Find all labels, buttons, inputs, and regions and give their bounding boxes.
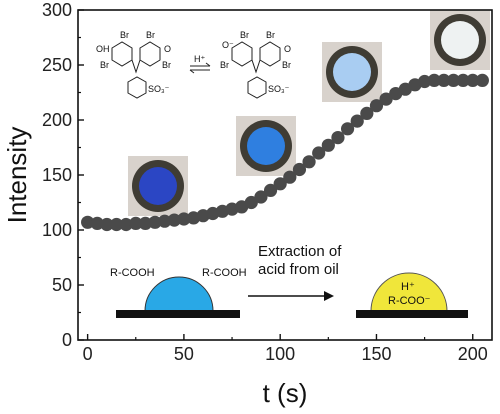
bromine-label-7: Br: [266, 30, 275, 40]
bromine-label-1: Br: [120, 30, 129, 40]
substrate-before: [116, 310, 240, 318]
bromine-label-5: Br: [240, 30, 249, 40]
acid-label-right: R-COOH: [202, 267, 247, 279]
x-tick-label: 200: [458, 344, 488, 364]
carbonyl-label: O: [164, 44, 171, 54]
x-axis-ticks: 0 50 100 150 200: [83, 334, 488, 364]
y-tick-label: 200: [42, 110, 72, 130]
carbonyl-label-2: O: [284, 44, 291, 54]
equilibrium-arrows: [190, 63, 210, 73]
inset-droplet-2: [236, 116, 296, 176]
arrow-text-line2: acid from oil: [258, 261, 339, 278]
sulfonate-label-2: SO₃⁻: [268, 84, 290, 94]
y-tick-label: 50: [52, 275, 72, 295]
bromine-label-6: Br: [220, 60, 229, 70]
inset-droplet-4: [430, 10, 490, 70]
droplet-core: [139, 167, 177, 205]
bromine-label-8: Br: [282, 60, 291, 70]
after-label-line1: H⁺: [401, 281, 415, 293]
data-point: [476, 74, 489, 87]
x-tick-label: 100: [265, 344, 295, 364]
oxide-label: O⁻: [222, 40, 234, 50]
sulfonate-label-1: SO₃⁻: [148, 84, 170, 94]
x-tick-label: 50: [174, 344, 194, 364]
y-tick-label: 0: [62, 330, 72, 350]
droplet-core: [247, 127, 285, 165]
x-tick-label: 150: [361, 344, 391, 364]
inset-droplet-3: [322, 42, 382, 102]
chemical-equilibrium-diagram: OH Br Br Br Br O SO₃⁻ H⁺ O⁻ Br Br Br Br …: [96, 30, 291, 98]
blue-droplet: [145, 277, 213, 311]
inset-droplet-1: [128, 156, 188, 216]
y-tick-label: 300: [42, 0, 72, 20]
y-tick-label: 150: [42, 165, 72, 185]
equilibrium-proton-label: H⁺: [194, 54, 205, 64]
y-tick-label: 250: [42, 55, 72, 75]
bromine-label-4: Br: [162, 60, 171, 70]
extraction-arrowhead: [324, 291, 334, 301]
x-tick-label: 0: [83, 344, 93, 364]
droplet-core: [333, 53, 371, 91]
y-axis-title: Intensity: [2, 127, 32, 224]
x-axis-title: t (s): [263, 378, 308, 408]
droplet-core: [441, 21, 479, 59]
extraction-schematic: R-COOH R-COOH Extraction of acid from oi…: [110, 243, 468, 318]
substrate-after: [356, 310, 468, 318]
hydroxyl-label: OH: [96, 44, 110, 54]
bromine-label-2: Br: [100, 60, 109, 70]
acid-label-left: R-COOH: [110, 267, 155, 279]
droplet-insets: [128, 10, 490, 216]
bromine-label-3: Br: [146, 30, 155, 40]
after-label-line2: R-COO⁻: [388, 295, 431, 307]
y-tick-label: 100: [42, 220, 72, 240]
arrow-text-line1: Extraction of: [258, 243, 342, 260]
